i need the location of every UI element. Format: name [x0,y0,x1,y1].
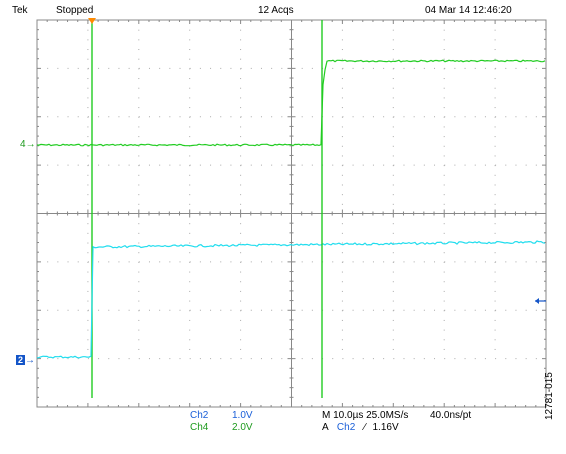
trigger-readout: A Ch2 ∕ 1.16V [322,422,399,434]
ch2-scale: 1.0V [232,410,253,421]
brand-label: Tek [12,5,28,16]
acquisition-count: 12 Acqs [258,5,294,16]
ch2-label: Ch2 [190,410,209,421]
ch4-label: Ch4 [190,422,209,433]
right-arrow-icon: → [25,139,36,150]
timestamp: 04 Mar 14 12:46:20 [425,5,512,16]
ch4-scale: 2.0V [232,422,253,433]
timebase-readout: M 10.0µs 25.0MS/s [322,410,409,421]
rising-edge-icon: ∕ [364,422,366,433]
ch4-trace [36,59,546,147]
ch2-ground-marker: 2 → [16,350,35,368]
right-arrow-icon: → [25,355,36,366]
trigger-level-arrow-icon [535,298,546,304]
ch4-marker-label: 4 [20,139,26,150]
trigger-channel: Ch2 [336,422,356,433]
ch2-marker-label: 2 [16,355,26,365]
ch2-trace [36,240,546,359]
trigger-level: 1.16V [372,422,399,433]
trigger-position-arrow-icon [88,18,96,24]
figure-id: 12781-015 [544,372,555,420]
ch4-ground-marker: 4→ [20,139,36,151]
record-rate-readout: 40.0ns/pt [430,410,472,421]
trigger-prefix: A [322,422,329,433]
graticule [36,19,547,408]
acquisition-state: Stopped [56,5,94,16]
